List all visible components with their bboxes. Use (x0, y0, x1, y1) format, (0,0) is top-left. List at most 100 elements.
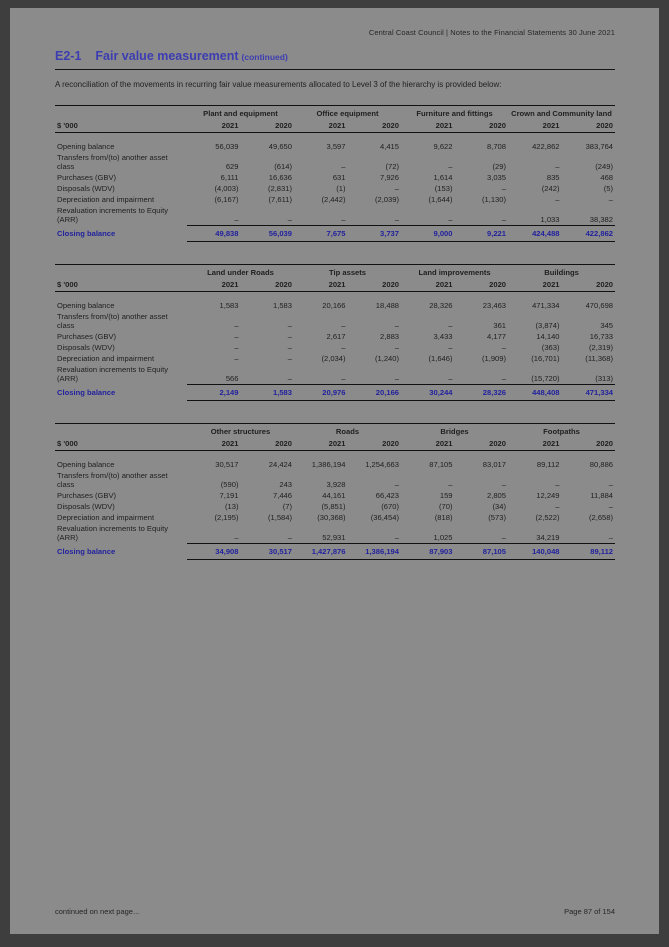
value-cell: – (608, 195, 614, 205)
value-cell: – (501, 373, 507, 383)
value-cell: – (287, 332, 293, 342)
value-cell: (13) (224, 502, 239, 512)
value-cell: 7,675 (294, 224, 348, 242)
value-cell: 49,838 (187, 224, 241, 242)
value-cell: 12,249 (536, 491, 560, 501)
value-cell: – (287, 320, 293, 330)
value-cell: – (608, 533, 614, 543)
value-cell: (4,003) (214, 184, 239, 194)
value-cell: (5) (603, 184, 614, 194)
table-row: Purchases (GBV) – – 2,617 2,883 3,433 4,177 14,… (55, 331, 615, 342)
value-cell: 30,517 (240, 543, 295, 561)
value-cell: (15,720) (531, 373, 560, 383)
table-row: Depreciation and impairment (6,167) (7,611… (55, 194, 615, 205)
asset-class-header: Footpaths (543, 426, 580, 436)
value-cell: 1,254,663 (365, 459, 400, 469)
year-column-header: 2021 (508, 119, 562, 133)
corner-cell (55, 264, 187, 278)
value-cell: 6,111 (220, 172, 239, 182)
value-cell: (2,195) (214, 513, 239, 523)
value-cell: 38,382 (589, 214, 614, 224)
intro-paragraph: A reconciliation of the movements in rec… (55, 80, 502, 89)
value-cell: – (555, 502, 560, 512)
value-cell: (573) (488, 513, 507, 523)
value-cell: 14,140 (536, 332, 560, 342)
value-cell: 83,017 (482, 459, 507, 469)
value-cell: 448,408 (508, 383, 562, 401)
closing-balance-row: Closing balance 34,908 30,517 1,427,876 1,38… (55, 543, 616, 561)
value-cell: (363) (541, 343, 560, 353)
row-label: Depreciation and impairment (57, 354, 155, 364)
value-cell: – (341, 373, 346, 383)
value-cell: 7,191 (219, 491, 239, 501)
value-cell: – (287, 533, 293, 543)
asset-class-header: Plant and equipment (203, 108, 278, 118)
table-row: Purchases (GBV) 7,191 7,446 44,161 66,423 159… (55, 490, 615, 501)
value-cell: (2,658) (588, 513, 614, 523)
fair-value-reconciliation-table: Plant and equipment Office equipment Furni… (55, 104, 616, 242)
value-cell: – (608, 480, 614, 490)
value-cell: – (394, 373, 400, 383)
value-cell: 140,048 (508, 543, 562, 561)
value-cell: – (501, 480, 507, 490)
value-cell: (3,874) (535, 320, 560, 330)
value-cell: 2,883 (380, 332, 400, 342)
value-cell: 3,035 (487, 172, 507, 182)
value-cell: – (341, 320, 346, 330)
value-cell: (7,611) (268, 195, 293, 205)
footer-continued-note: continued on next page... (55, 907, 140, 916)
value-cell: 87,105 (454, 543, 509, 561)
row-label: Opening balance (57, 300, 115, 310)
value-cell: – (448, 373, 453, 383)
year-column-header: 2020 (347, 278, 402, 292)
value-cell: (249) (595, 161, 614, 171)
value-cell: 87,903 (401, 543, 455, 561)
value-cell: 56,039 (215, 141, 239, 151)
year-column-header: 2020 (561, 278, 616, 292)
year-column-header: 2021 (187, 278, 241, 292)
value-cell: (2,034) (321, 354, 346, 364)
value-cell: 11,884 (590, 491, 614, 501)
table-row: Disposals (WDV) (4,003) (2,831) (1) – (153) – (… (55, 183, 615, 194)
value-cell: 468 (600, 172, 614, 182)
tables-container: Plant and equipment Office equipment Furni… (55, 104, 616, 561)
year-column-header: 2021 (294, 119, 348, 133)
corner-cell (55, 423, 187, 437)
value-cell: 4,415 (379, 141, 399, 151)
value-cell: – (234, 354, 239, 364)
value-cell: 422,862 (532, 141, 560, 151)
asset-class-header: Land under Roads (207, 267, 274, 277)
value-cell: (5,851) (321, 502, 346, 512)
value-cell: – (501, 184, 507, 194)
value-cell: – (234, 533, 239, 543)
asset-class-header: Bridges (440, 426, 469, 436)
value-cell: 1,386,194 (311, 459, 346, 469)
value-cell: 361 (493, 320, 507, 330)
value-cell: 1,033 (540, 214, 560, 224)
year-column-header: 2021 (187, 437, 241, 451)
value-cell: – (394, 343, 400, 353)
value-cell: 243 (279, 480, 293, 490)
section-title: Fair value measurement (95, 49, 239, 63)
value-cell: 2,617 (326, 332, 346, 342)
year-column-header: 2020 (561, 437, 616, 451)
value-cell: (7) (282, 502, 293, 512)
value-cell: 345 (600, 320, 614, 330)
value-cell: 87,105 (429, 459, 453, 469)
value-cell: (2,522) (535, 513, 560, 523)
value-cell: (614) (274, 161, 292, 171)
row-label: Purchases (GBV) (57, 172, 117, 182)
value-cell: (1,584) (267, 513, 293, 523)
value-cell: – (555, 161, 560, 171)
year-column-header: 2021 (294, 278, 348, 292)
table-row: Transfers from/(to) another asset class –… (55, 311, 615, 331)
closing-balance-row: Closing balance 49,838 56,039 7,675 3,737 9,0… (55, 224, 616, 242)
row-label: Depreciation and impairment (57, 513, 155, 523)
value-cell: – (341, 343, 346, 353)
year-column-header: 2020 (347, 119, 401, 133)
value-cell: 1,427,876 (294, 543, 348, 561)
value-cell: (16,701) (531, 354, 560, 364)
value-cell: – (234, 214, 239, 224)
value-cell: 28,326 (454, 383, 509, 401)
